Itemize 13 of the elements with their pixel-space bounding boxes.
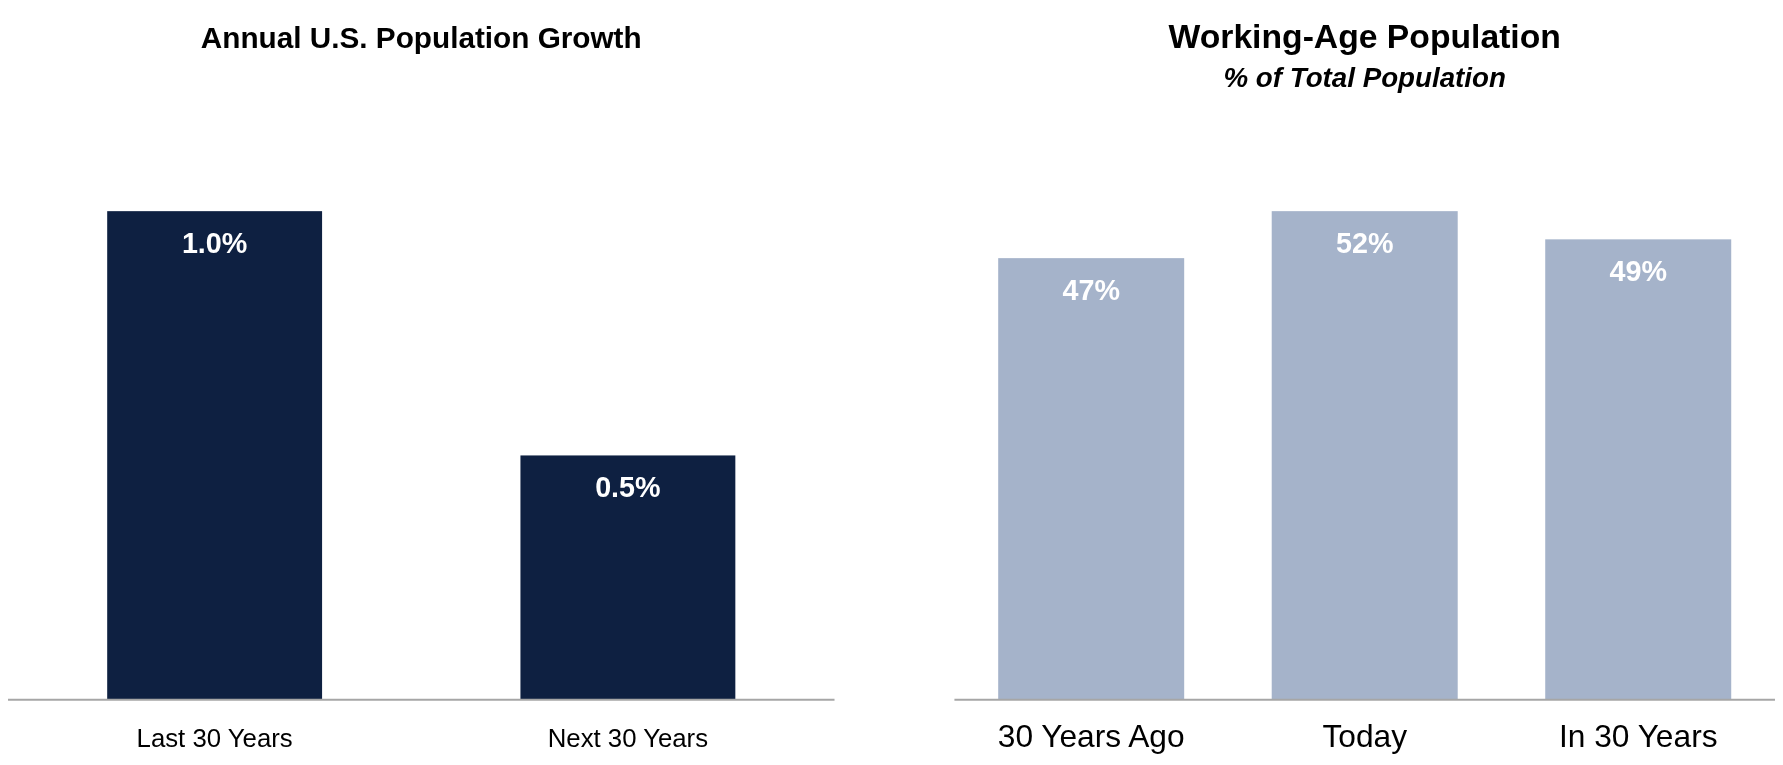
chart-subtitle: % of Total Population: [1223, 62, 1506, 94]
data-label: 1.0%: [181, 226, 248, 259]
x-tick-label: Next 30 Years: [547, 724, 709, 753]
data-label: 0.5%: [595, 471, 661, 504]
x-tick-label: In 30 Years: [1558, 718, 1718, 755]
data-label: 47%: [1062, 273, 1120, 306]
x-tick-label: Last 30 Years: [136, 724, 293, 753]
x-tick-label: Today: [1322, 718, 1408, 755]
x-tick-label: 30 Years Ago: [997, 718, 1185, 755]
chart-title: Working-Age Population: [1168, 17, 1561, 55]
data-label: 49%: [1609, 254, 1667, 287]
chart-title: Annual U.S. Population Growth: [200, 20, 642, 54]
data-label: 52%: [1335, 226, 1394, 259]
